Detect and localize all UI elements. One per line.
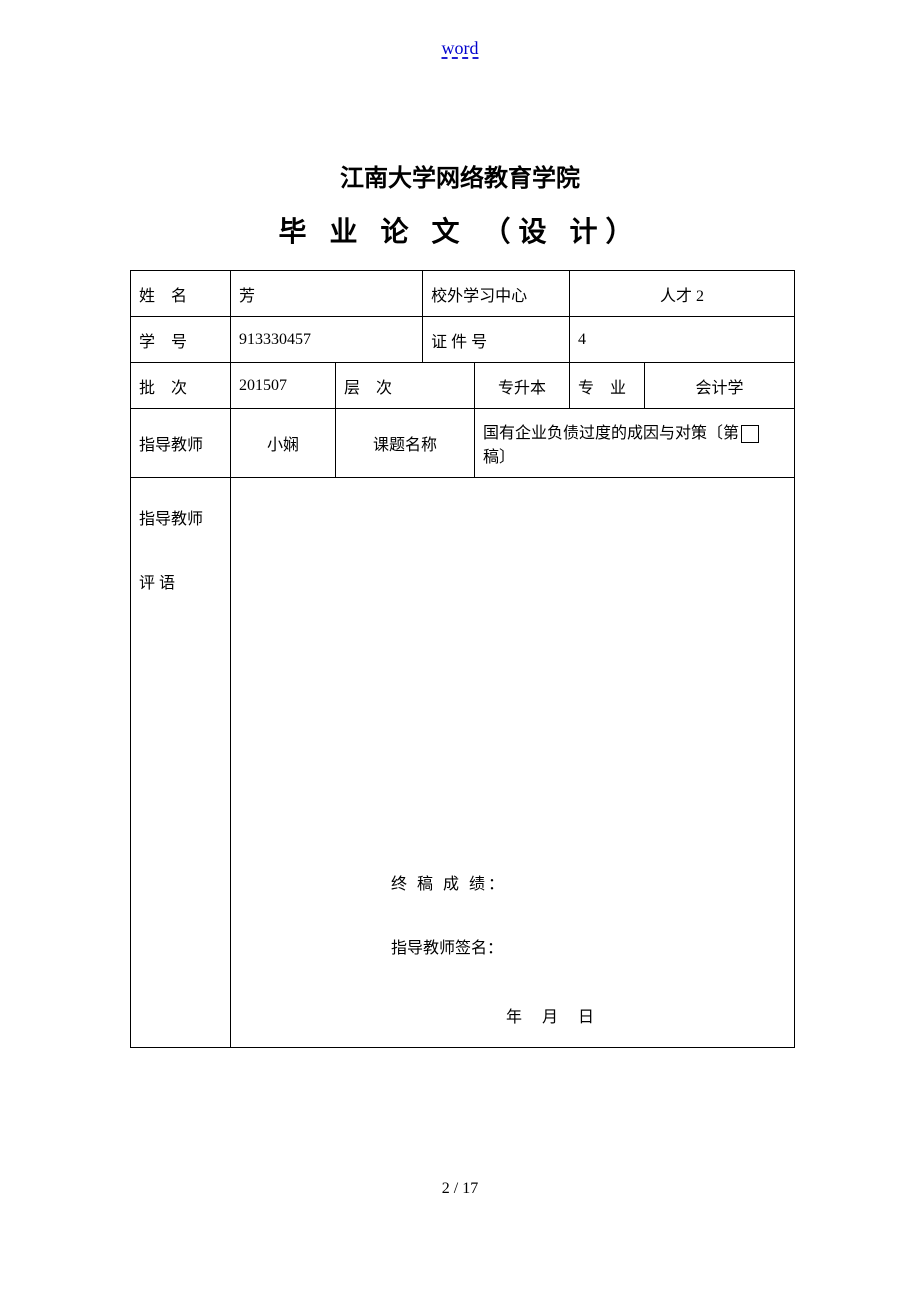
comment-footer: 终 稿 成 绩： 指导教师签名： 年 月 日 [231, 870, 794, 1027]
header-word-link[interactable]: word [442, 38, 479, 59]
major-value: 会计学 [644, 363, 794, 409]
topic-value: 国有企业负债过度的成因与对策〔第稿〕 [474, 409, 794, 478]
final-score-label: 终 稿 成 绩： [231, 870, 794, 894]
signature-label: 指导教师签名： [231, 934, 794, 958]
name-label: 姓 名 [131, 271, 231, 317]
page-number: 2 / 17 [442, 1180, 478, 1198]
table-row: 指导教师 评 语 终 稿 成 绩： 指导教师签名： 年 月 日 [131, 478, 795, 1048]
advisor-label: 指导教师 [131, 409, 231, 478]
school-title: 江南大学网络教育学院 [340, 158, 580, 193]
batch-label: 批 次 [131, 363, 231, 409]
table-row: 批 次 201507 层 次 专升本 专 业 会计学 [131, 363, 795, 409]
table-row: 姓 名 芳 校外学习中心 人才 2 [131, 271, 795, 317]
topic-text-post: 稿〕 [483, 449, 515, 466]
level-label: 层 次 [336, 363, 475, 409]
comment-label: 指导教师 评 语 [131, 478, 231, 1048]
comment-label-line-2: 评 语 [139, 552, 222, 616]
cert-label: 证 件 号 [423, 317, 570, 363]
center-label: 校外学习中心 [423, 271, 570, 317]
topic-label: 课题名称 [336, 409, 475, 478]
name-value: 芳 [231, 271, 423, 317]
center-value: 人才 2 [569, 271, 794, 317]
level-value: 专升本 [474, 363, 569, 409]
document-title: 毕 业 论 文 （设 计） [278, 210, 641, 250]
cert-value: 4 [569, 317, 794, 363]
comment-content-cell: 终 稿 成 绩： 指导教师签名： 年 月 日 [231, 478, 795, 1048]
table-row: 指导教师 小娴 课题名称 国有企业负债过度的成因与对策〔第稿〕 [131, 409, 795, 478]
comment-label-line-1: 指导教师 [139, 488, 222, 552]
student-id-label: 学 号 [131, 317, 231, 363]
thesis-form-table: 姓 名 芳 校外学习中心 人才 2 学 号 913330457 证 件 号 4 … [130, 270, 795, 1048]
batch-value: 201507 [231, 363, 336, 409]
draft-number-checkbox[interactable] [741, 425, 759, 443]
date-label: 年 月 日 [231, 1003, 794, 1027]
major-label: 专 业 [569, 363, 644, 409]
table-row: 学 号 913330457 证 件 号 4 [131, 317, 795, 363]
advisor-value: 小娴 [231, 409, 336, 478]
topic-text-pre: 国有企业负债过度的成因与对策〔第 [483, 425, 739, 442]
student-id-value: 913330457 [231, 317, 423, 363]
